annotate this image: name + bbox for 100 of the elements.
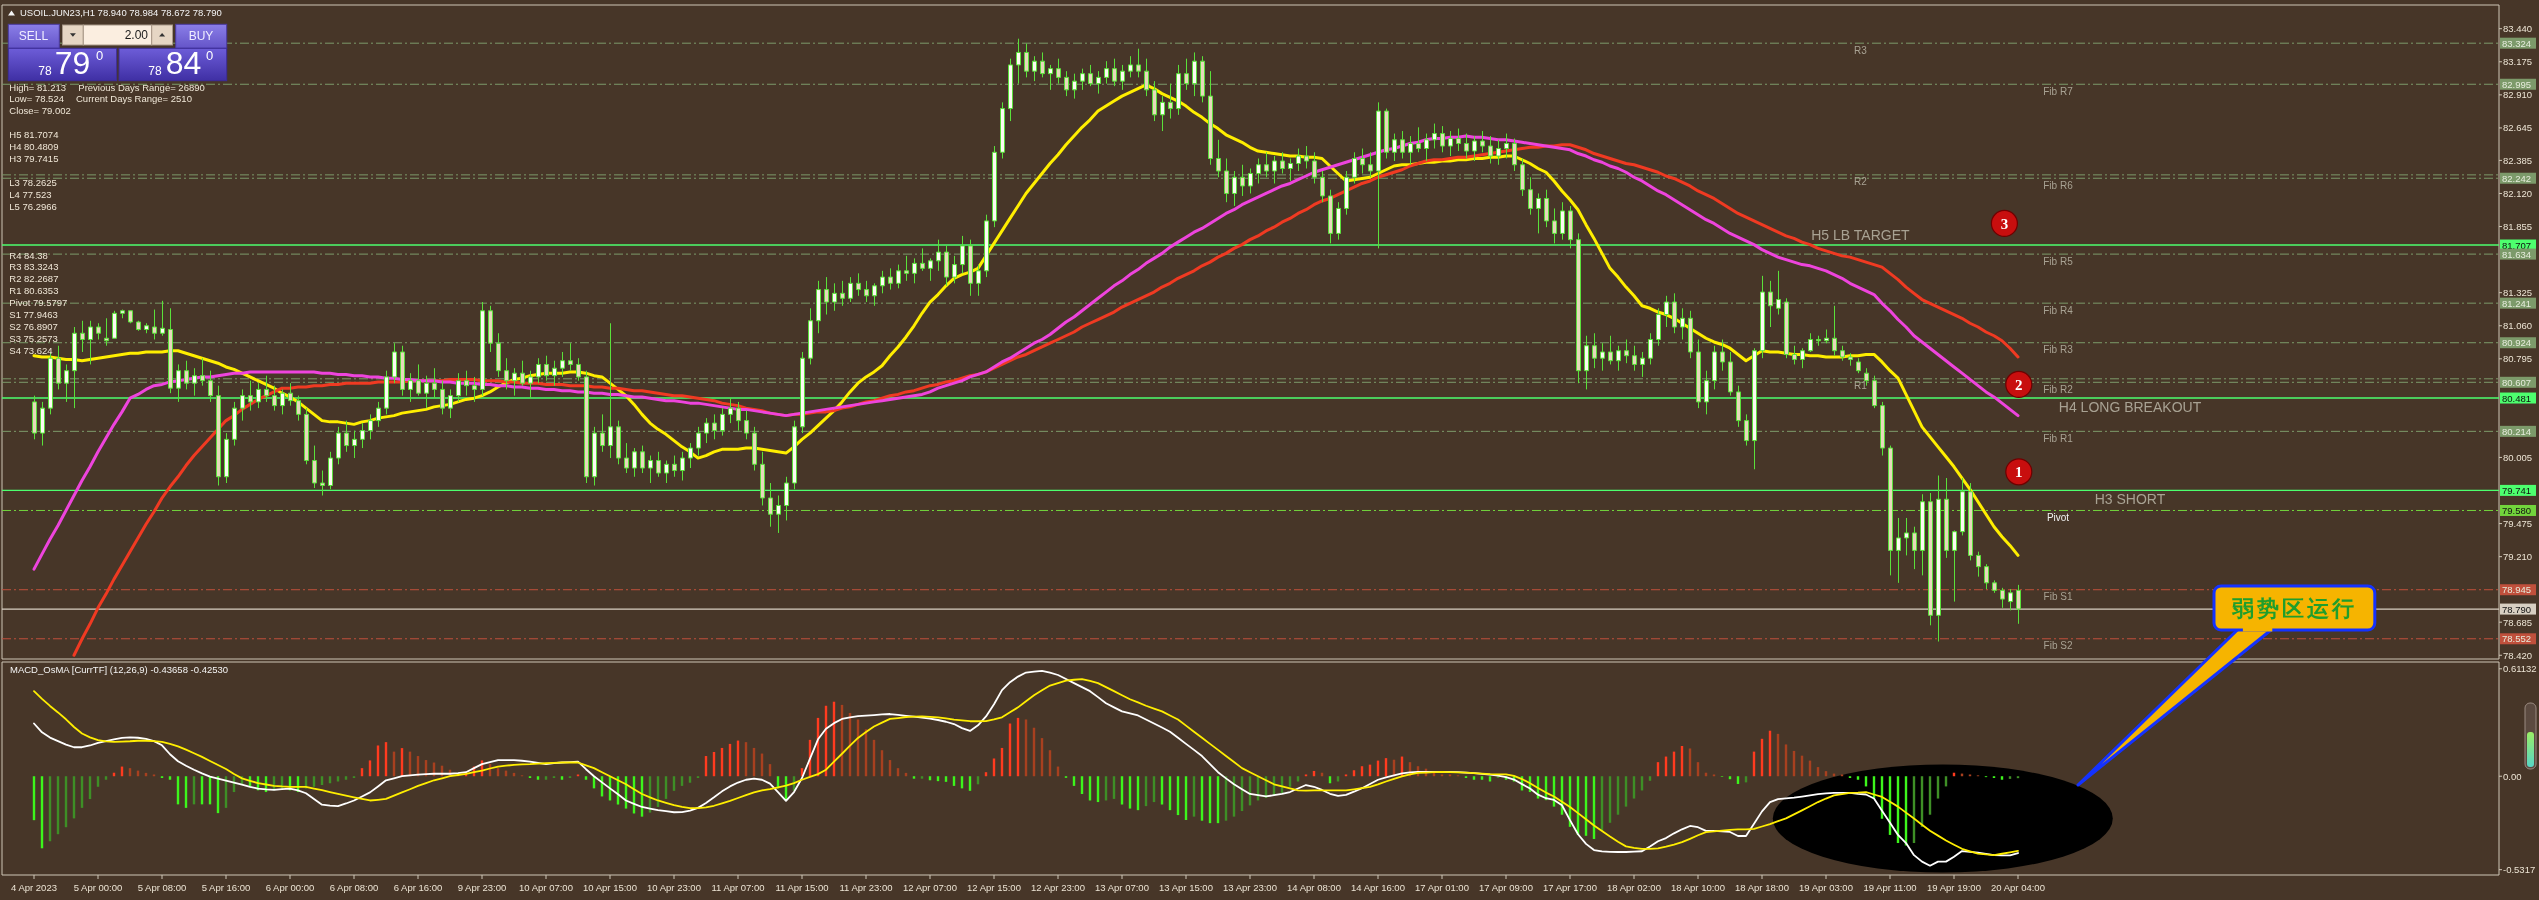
annotation: L4 77.523	[9, 188, 52, 200]
annotation: R4 84.38	[9, 249, 48, 261]
annotation: 78	[148, 64, 162, 78]
ref-line-label: Fib S1	[2043, 591, 2073, 603]
annotation: Pivot 79.5797	[9, 296, 68, 308]
y-tick-label: 81.325	[2503, 287, 2533, 299]
y-tick-label: 78.945	[2502, 584, 2532, 596]
y-tick-label: 78.552	[2502, 633, 2532, 645]
y-tick-label: 81.855	[2503, 221, 2533, 233]
x-tick-label: 20 Apr 04:00	[1991, 881, 2045, 893]
x-tick-label: 12 Apr 23:00	[1031, 881, 1085, 893]
x-tick-label: 10 Apr 15:00	[583, 881, 637, 893]
x-tick-label: 12 Apr 07:00	[903, 881, 957, 893]
annotation: Current Days Range= 2510	[76, 93, 192, 105]
x-tick-label: 18 Apr 18:00	[1735, 881, 1789, 893]
ref-line-label: R2	[1854, 176, 1868, 188]
x-tick-label: 18 Apr 02:00	[1607, 881, 1661, 893]
x-tick-label: 10 Apr 23:00	[647, 881, 701, 893]
x-tick-label: 11 Apr 23:00	[839, 881, 893, 893]
x-tick-label: 17 Apr 09:00	[1479, 881, 1533, 893]
annotation: Close= 79.002	[9, 104, 71, 116]
annotation: L5 76.2966	[9, 201, 57, 213]
y-tick-label: 78.790	[2502, 603, 2532, 615]
x-tick-label: 18 Apr 10:00	[1671, 881, 1725, 893]
annotation: R1 80.6353	[9, 284, 59, 296]
annotation: R3 83.3243	[9, 261, 59, 273]
x-tick-label: 10 Apr 07:00	[519, 881, 573, 893]
ref-line-label: H5 LB TARGET	[1811, 227, 1910, 244]
y-tick-label: 80.607	[2502, 376, 2532, 388]
x-tick-label: 5 Apr 00:00	[73, 881, 123, 893]
ref-line-label: H4 LONG BREAKOUT	[2058, 399, 2202, 416]
y-tick-label: 78.420	[2503, 649, 2533, 661]
ref-line-label: Fib R6	[2043, 179, 2074, 191]
annotation: 2.00	[124, 28, 149, 43]
x-tick-label: 12 Apr 15:00	[967, 881, 1021, 893]
y-tick-label: 0.61132	[2503, 663, 2537, 675]
ref-line-label: Fib R7	[2043, 85, 2074, 97]
ref-line-label: Fib S2	[2043, 640, 2073, 652]
annotation: 0	[205, 48, 214, 63]
x-tick-label: 17 Apr 01:00	[1415, 881, 1469, 893]
y-tick-label: -0.5317	[2503, 864, 2536, 876]
x-tick-label: 6 Apr 08:00	[329, 881, 379, 893]
annotation: 78	[38, 64, 52, 78]
y-tick-label: 81.634	[2502, 248, 2532, 260]
y-tick-label: 79.580	[2502, 504, 2532, 516]
y-tick-label: 81.707	[2502, 239, 2532, 251]
x-tick-label: 19 Apr 19:00	[1927, 881, 1981, 893]
y-tick-label: 80.214	[2502, 425, 2532, 437]
y-tick-label: 82.645	[2503, 122, 2533, 134]
annotation: SELL	[18, 29, 49, 44]
x-tick-label: 11 Apr 15:00	[775, 881, 829, 893]
annotation: S1 77.9463	[9, 308, 58, 320]
y-tick-label: 80.795	[2503, 353, 2533, 365]
x-tick-label: 14 Apr 08:00	[1287, 881, 1341, 893]
annotation: Previous Days Range= 26890	[78, 81, 205, 93]
x-tick-label: 14 Apr 16:00	[1351, 881, 1405, 893]
ref-line-label: H3 SHORT	[2094, 491, 2166, 508]
x-tick-label: 5 Apr 16:00	[201, 881, 251, 893]
x-tick-label: 13 Apr 07:00	[1095, 881, 1149, 893]
x-tick-label: 5 Apr 08:00	[137, 881, 187, 893]
annotation: R2 82.2687	[9, 272, 59, 284]
text: 弱势区运行	[2230, 595, 2357, 621]
annotation: S3 75.2573	[9, 332, 58, 344]
ref-line-label: Pivot	[2046, 511, 2070, 523]
y-tick-label: 83.440	[2503, 23, 2533, 35]
y-tick-label: 0.00	[2503, 770, 2522, 782]
y-tick-label: 78.685	[2503, 616, 2533, 628]
annotation: S4 73.624	[9, 344, 53, 356]
y-tick-label: 81.060	[2503, 320, 2533, 332]
annotation: 0	[95, 48, 104, 63]
y-tick-label: 80.924	[2502, 337, 2532, 349]
ref-line-label: Fib R3	[2043, 344, 2074, 356]
x-tick-label: 11 Apr 07:00	[711, 881, 765, 893]
y-tick-label: 80.481	[2502, 392, 2532, 404]
annotation: 84	[165, 45, 202, 81]
ref-line-label: Fib R5	[2043, 255, 2074, 267]
y-tick-label: 82.995	[2502, 78, 2532, 90]
x-tick-label: 19 Apr 11:00	[1863, 881, 1917, 893]
y-tick-label: 80.005	[2503, 451, 2533, 463]
annotation: 1	[2015, 464, 2023, 481]
annotation: 2	[2015, 376, 2023, 393]
annotation: S2 76.8907	[9, 320, 58, 332]
y-tick-label: 82.242	[2502, 172, 2532, 184]
annotation: High= 81.213	[9, 81, 67, 93]
annotation: H3 79.7415	[9, 152, 59, 164]
ref-line-label: Fib R1	[2043, 432, 2074, 444]
chart-title: USOIL.JUN23,H1 78.940 78.984 78.672 78.790	[20, 7, 222, 18]
ref-line-label: Fib R2	[2043, 383, 2074, 395]
annotation: 3	[2000, 215, 2009, 232]
x-tick-label: 6 Apr 16:00	[393, 881, 443, 893]
x-tick-label: 13 Apr 15:00	[1159, 881, 1213, 893]
ref-line-label: Fib R4	[2043, 304, 2074, 316]
y-tick-label: 81.241	[2502, 297, 2532, 309]
y-tick-label: 83.324	[2502, 37, 2532, 49]
chart-title: MACD_OsMA [CurrTF] (12,26,9) -0.43658 -0.42530	[10, 664, 229, 675]
annotation: H5 81.7074	[9, 129, 59, 141]
x-tick-label: 17 Apr 17:00	[1543, 881, 1597, 893]
y-tick-label: 82.385	[2503, 154, 2533, 166]
y-tick-label: 79.741	[2502, 484, 2532, 496]
annotation: 79	[54, 45, 91, 81]
